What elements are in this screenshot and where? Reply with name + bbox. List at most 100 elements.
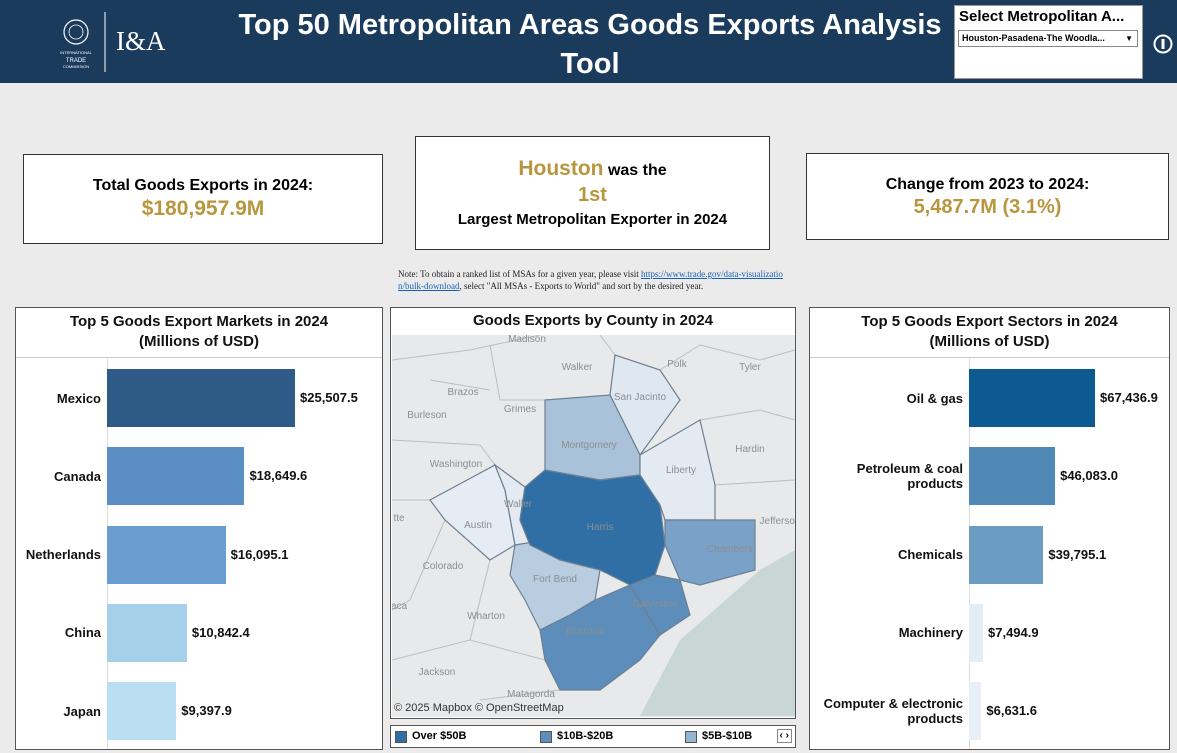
category-label: Computer & electronic products [823, 696, 963, 727]
category-label: Oil & gas [906, 390, 963, 406]
legend-swatch [685, 731, 697, 743]
county-label: Walker [562, 362, 593, 373]
note-text: Note: To obtain a ranked list of MSAs fo… [398, 269, 642, 279]
logo-caption: COMMISSION [63, 64, 89, 69]
category-label: Netherlands [25, 547, 101, 563]
county-label: Matagorda [507, 689, 555, 700]
bar [969, 525, 1044, 584]
chart-title: Top 5 Goods Export Markets in 2024 (Milli… [16, 312, 382, 352]
county-label: Jackson [419, 667, 456, 678]
info-icon[interactable] [1153, 34, 1173, 54]
county-label: Hardin [735, 444, 764, 455]
bar [107, 525, 226, 584]
value-label: $18,649.6 [249, 468, 308, 484]
value-label: $6,631.6 [986, 703, 1037, 719]
value-label: $16,095.1 [230, 546, 289, 562]
legend-swatch [540, 731, 552, 743]
chart-panel: Top 5 Goods Export Sectors in 2024 (Milli… [809, 307, 1170, 750]
selector-label: Select Metropolitan A... [959, 8, 1125, 25]
value-label: $67,436.9 [1100, 390, 1158, 405]
legend-label: Over $50B [412, 730, 467, 742]
separator [810, 357, 1169, 358]
kpi-total: Total Goods Exports in 2024: $180,957.9M [23, 154, 383, 244]
county-label: Austin [464, 520, 492, 531]
county-label: Jefferson [760, 516, 795, 527]
legend-label: $10B-$20B [557, 730, 614, 742]
map[interactable]: Madison Walker Polk Tyler Brazos Grimes … [392, 335, 795, 717]
logo-seal: INTERNATIONAL TRADE COMMISSION [60, 12, 106, 72]
county-label: aca [392, 601, 407, 612]
county-label: Wharton [467, 611, 505, 622]
county-label: Grimes [504, 404, 536, 415]
bar [107, 682, 177, 741]
value-label: $7,494.9 [988, 624, 1039, 640]
logo-caption: INTERNATIONAL [60, 50, 92, 55]
map-attribution: © 2025 Mapbox © OpenStreetMap [394, 702, 564, 714]
county-label: Washington [430, 459, 482, 470]
logo-caption: TRADE [66, 58, 86, 64]
legend-swatch [395, 731, 407, 743]
logo-text: I&A [116, 26, 166, 56]
note-text: , select "All MSAs - Exports to World" a… [459, 281, 704, 291]
note: Note: To obtain a ranked list of MSAs fo… [398, 268, 786, 292]
county-label: Chambers [707, 544, 753, 555]
kpi-label: Change from 2023 to 2024: [885, 176, 1090, 193]
map-title: Goods Exports by County in 2024 [472, 312, 714, 329]
county-label: tte [393, 513, 405, 524]
bar [969, 447, 1056, 506]
legend-label: $5B-$10B [702, 730, 753, 742]
kpi-value: 5,487.7M (3.1%) [913, 196, 1062, 218]
county-label: Colorado [423, 561, 464, 572]
note-link[interactable]: https://www.trade.gov/data-visualization… [398, 269, 783, 291]
county-label: San Jacinto [614, 392, 667, 403]
county-label: Polk [667, 359, 687, 370]
kpi-value: $180,957.9M [141, 197, 265, 220]
county-label: Fort Bend [533, 574, 577, 585]
county-label: Brazos [447, 387, 478, 398]
page-title: Top 50 Metropolitan Areas Goods Exports … [238, 9, 942, 80]
county-label: Madison [508, 335, 546, 345]
category-label: Japan [63, 703, 101, 719]
selector-dropdown[interactable]: Houston-Pasadena-The Woodla... ▼ [958, 30, 1138, 47]
separator [16, 357, 382, 358]
kpi-rank: Houston was the 1st Largest Metropolitan… [415, 136, 770, 250]
bar [107, 447, 245, 506]
selector-box: Select Metropolitan A... Houston-Pasaden… [954, 5, 1143, 79]
category-label: Canada [54, 468, 101, 484]
map-legend: ‹ › Over $50B $10B-$20B $5B-$10B [390, 725, 796, 748]
legend-scroll[interactable]: ‹ › [776, 729, 792, 743]
kpi-rank-name: Houston [518, 157, 604, 180]
chart-title-text: Top 5 Goods Export Markets in 2024 [69, 313, 329, 330]
chart-subtitle: (Millions of USD) [139, 333, 259, 350]
category-label: Mexico [56, 390, 101, 406]
category-label: Petroleum & coal products [856, 461, 963, 492]
chart-title-text: Top 5 Goods Export Sectors in 2024 [861, 313, 1118, 330]
selector-value[interactable]: Houston-Pasadena-The Woodla... [962, 33, 1105, 43]
bar [107, 369, 295, 427]
county-label: Liberty [666, 465, 696, 476]
value-label: $25,507.5 [300, 390, 358, 405]
category-label: Chemicals [897, 547, 963, 563]
county-label: Galveston [632, 599, 677, 610]
category-label: China [64, 625, 101, 641]
county-label: Waller [504, 499, 533, 510]
kpi-rank-caption: Largest Metropolitan Exporter in 2024 [457, 211, 728, 228]
county-label: Tyler [739, 362, 761, 373]
bar [969, 369, 1095, 427]
value-label: $46,083.0 [1060, 468, 1118, 484]
kpi-change: Change from 2023 to 2024: 5,487.7M (3.1%… [806, 153, 1169, 240]
county-label: Harris [587, 522, 614, 533]
county-label: Brazoria [566, 626, 604, 637]
chart-panel: Top 5 Goods Export Markets in 2024 (Milli… [15, 307, 383, 750]
kpi-rank: 1st [578, 184, 607, 206]
category-label: Machinery [898, 625, 963, 641]
value-label: $39,795.1 [1048, 546, 1107, 562]
county-label: Burleson [407, 410, 446, 421]
map-panel: Goods Exports by County in 2024 Madison [390, 307, 796, 719]
bar [107, 603, 187, 662]
value-label: $10,842.4 [191, 624, 250, 640]
chart-subtitle: (Millions of USD) [929, 333, 1050, 350]
bar [969, 603, 983, 662]
bar [969, 682, 982, 741]
